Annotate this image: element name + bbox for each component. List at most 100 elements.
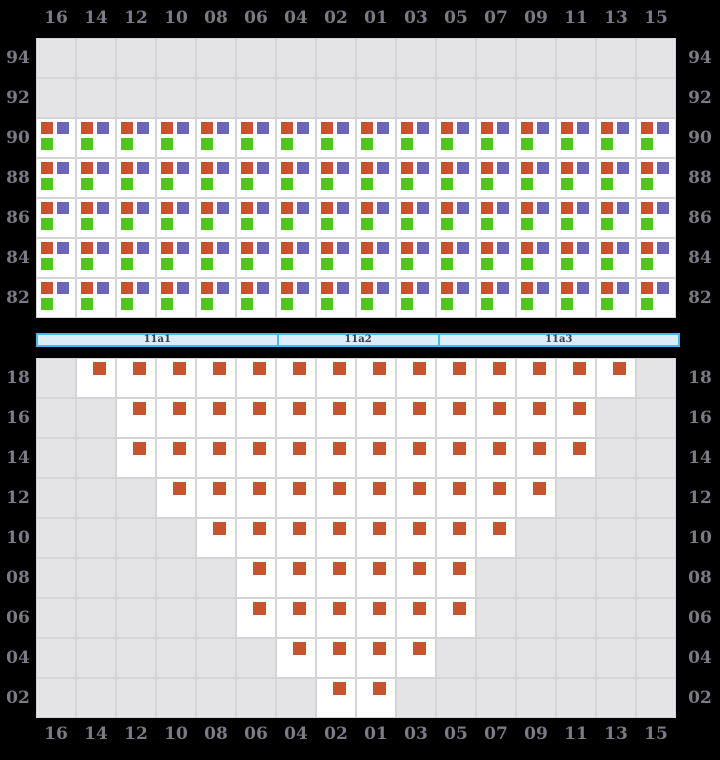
hold-cell-14-05[interactable] [436,438,476,478]
hold-cell-10-15[interactable] [636,518,676,558]
hold-cell-18-16[interactable] [36,358,76,398]
deck-cell-90-16[interactable] [36,118,76,158]
deck-cell-90-13[interactable] [596,118,636,158]
deck-cell-84-03[interactable] [396,238,436,278]
hold-cell-04-04[interactable] [276,638,316,678]
hold-cell-12-13[interactable] [596,478,636,518]
hold-cell-06-09[interactable] [516,598,556,638]
hold-cell-02-14[interactable] [76,678,116,718]
deck-cell-86-13[interactable] [596,198,636,238]
deck-cell-92-10[interactable] [156,78,196,118]
deck-cell-92-14[interactable] [76,78,116,118]
hold-cell-14-09[interactable] [516,438,556,478]
deck-cell-94-09[interactable] [516,38,556,78]
hold-cell-14-12[interactable] [116,438,156,478]
hold-cell-16-08[interactable] [196,398,236,438]
deck-cell-90-01[interactable] [356,118,396,158]
hold-cell-12-01[interactable] [356,478,396,518]
hold-cell-08-03[interactable] [396,558,436,598]
deck-cell-94-14[interactable] [76,38,116,78]
hold-cell-16-06[interactable] [236,398,276,438]
hold-cell-18-01[interactable] [356,358,396,398]
hold-cell-18-06[interactable] [236,358,276,398]
hold-cell-04-05[interactable] [436,638,476,678]
hold-cell-10-09[interactable] [516,518,556,558]
hold-cell-08-02[interactable] [316,558,356,598]
deck-cell-92-05[interactable] [436,78,476,118]
hold-cell-08-04[interactable] [276,558,316,598]
deck-cell-90-15[interactable] [636,118,676,158]
hold-cell-12-15[interactable] [636,478,676,518]
deck-cell-92-12[interactable] [116,78,156,118]
hold-cell-04-14[interactable] [76,638,116,678]
hold-cell-12-02[interactable] [316,478,356,518]
hold-cell-04-09[interactable] [516,638,556,678]
hold-cell-16-16[interactable] [36,398,76,438]
hold-cell-18-05[interactable] [436,358,476,398]
hold-cell-04-13[interactable] [596,638,636,678]
hold-cell-18-07[interactable] [476,358,516,398]
hold-cell-10-12[interactable] [116,518,156,558]
deck-cell-94-03[interactable] [396,38,436,78]
hold-cell-08-16[interactable] [36,558,76,598]
deck-cell-90-02[interactable] [316,118,356,158]
hold-cell-06-02[interactable] [316,598,356,638]
hold-cell-18-08[interactable] [196,358,236,398]
hold-cell-02-02[interactable] [316,678,356,718]
deck-cell-92-04[interactable] [276,78,316,118]
hold-cell-12-12[interactable] [116,478,156,518]
hold-cell-16-07[interactable] [476,398,516,438]
deck-cell-84-04[interactable] [276,238,316,278]
hold-cell-02-16[interactable] [36,678,76,718]
deck-cell-84-01[interactable] [356,238,396,278]
hold-cell-16-04[interactable] [276,398,316,438]
deck-cell-88-12[interactable] [116,158,156,198]
hold-cell-16-03[interactable] [396,398,436,438]
hold-cell-12-10[interactable] [156,478,196,518]
hold-cell-04-06[interactable] [236,638,276,678]
hold-cell-08-10[interactable] [156,558,196,598]
hold-cell-18-02[interactable] [316,358,356,398]
deck-cell-86-15[interactable] [636,198,676,238]
hold-cell-12-14[interactable] [76,478,116,518]
deck-cell-90-07[interactable] [476,118,516,158]
hold-cell-04-12[interactable] [116,638,156,678]
hold-cell-14-13[interactable] [596,438,636,478]
hold-cell-16-11[interactable] [556,398,596,438]
hold-cell-14-08[interactable] [196,438,236,478]
hold-cell-14-07[interactable] [476,438,516,478]
deck-cell-86-14[interactable] [76,198,116,238]
deck-cell-84-09[interactable] [516,238,556,278]
hold-cell-10-05[interactable] [436,518,476,558]
deck-cell-84-05[interactable] [436,238,476,278]
hold-cell-04-11[interactable] [556,638,596,678]
hold-cell-06-05[interactable] [436,598,476,638]
hold-cell-04-08[interactable] [196,638,236,678]
deck-cell-90-03[interactable] [396,118,436,158]
hold-cell-08-14[interactable] [76,558,116,598]
deck-cell-94-13[interactable] [596,38,636,78]
deck-cell-82-13[interactable] [596,278,636,318]
hold-cell-06-08[interactable] [196,598,236,638]
deck-cell-86-06[interactable] [236,198,276,238]
deck-cell-88-14[interactable] [76,158,116,198]
hold-cell-10-06[interactable] [236,518,276,558]
deck-cell-86-05[interactable] [436,198,476,238]
hold-cell-04-16[interactable] [36,638,76,678]
hold-cell-02-06[interactable] [236,678,276,718]
deck-cell-94-07[interactable] [476,38,516,78]
deck-cell-88-06[interactable] [236,158,276,198]
deck-cell-92-03[interactable] [396,78,436,118]
deck-cell-90-11[interactable] [556,118,596,158]
hold-cell-06-03[interactable] [396,598,436,638]
deck-cell-82-08[interactable] [196,278,236,318]
deck-cell-84-16[interactable] [36,238,76,278]
hold-cell-16-05[interactable] [436,398,476,438]
deck-cell-88-03[interactable] [396,158,436,198]
hold-cell-18-12[interactable] [116,358,156,398]
hold-cell-18-10[interactable] [156,358,196,398]
hold-cell-04-10[interactable] [156,638,196,678]
hold-cell-18-14[interactable] [76,358,116,398]
hold-cell-08-07[interactable] [476,558,516,598]
deck-cell-94-16[interactable] [36,38,76,78]
